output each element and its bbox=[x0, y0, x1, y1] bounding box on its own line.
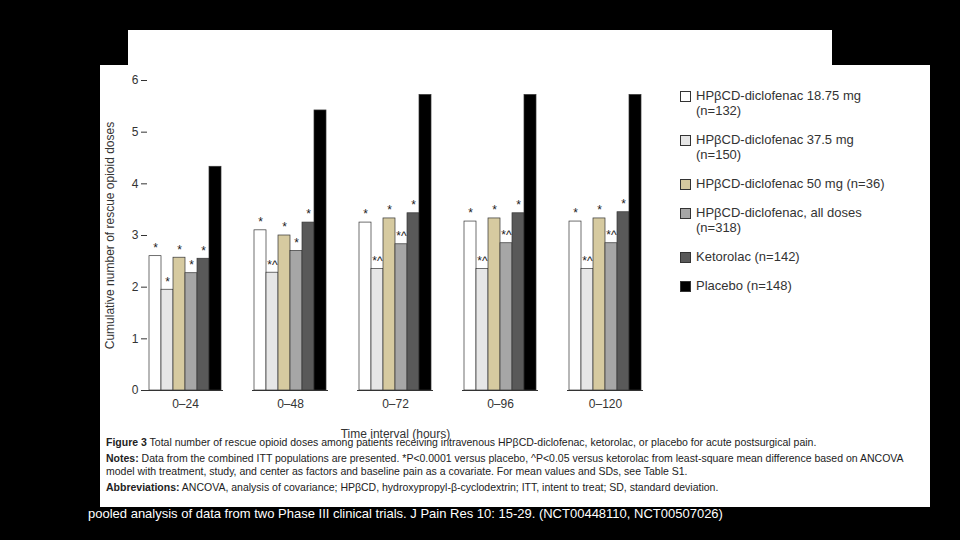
svg-text:4: 4 bbox=[132, 177, 139, 191]
svg-text:3: 3 bbox=[132, 228, 139, 242]
svg-text:*: * bbox=[468, 206, 473, 220]
svg-text:5: 5 bbox=[132, 125, 139, 139]
svg-text:*: * bbox=[411, 198, 416, 212]
html-text:HPβCD-diclofenac 50 mg (n=36): HPβCD-diclofenac 50 mg (n=36) bbox=[696, 176, 885, 191]
html-text:Figure 3 Total number of rescu: Figure 3 Total number of rescue opioid d… bbox=[106, 436, 817, 448]
html-text:Ketorolac (n=142): Ketorolac (n=142) bbox=[696, 249, 800, 264]
svg-text:*^: *^ bbox=[267, 258, 278, 272]
svg-text:*: * bbox=[177, 243, 182, 257]
svg-text:*: * bbox=[294, 236, 299, 250]
html-text:Abbreviations: ANCOVA, analysi: Abbreviations: ANCOVA, analysis of covar… bbox=[106, 481, 719, 493]
svg-text:*^: *^ bbox=[501, 228, 512, 242]
svg-text:0–24: 0–24 bbox=[172, 397, 199, 411]
svg-text:*: * bbox=[282, 220, 287, 234]
svg-text:*: * bbox=[165, 275, 170, 289]
svg-text:*: * bbox=[306, 207, 311, 221]
html-text:pooled analysis of data from t: pooled analysis of data from two Phase I… bbox=[88, 506, 723, 521]
svg-text:0–120: 0–120 bbox=[589, 397, 623, 411]
svg-text:*: * bbox=[153, 241, 158, 255]
svg-text:6: 6 bbox=[132, 73, 139, 87]
svg-text:*: * bbox=[516, 198, 521, 212]
svg-text:*: * bbox=[258, 215, 263, 229]
svg-text:1: 1 bbox=[132, 332, 139, 346]
svg-text:*^: *^ bbox=[582, 254, 593, 268]
html-text:Notes: Data from the combined: Notes: Data from the combined ITT popula… bbox=[106, 452, 903, 477]
svg-text:*: * bbox=[573, 206, 578, 220]
svg-text:*: * bbox=[189, 258, 194, 272]
svg-text:*: * bbox=[492, 203, 497, 217]
html-text:HPβCD-diclofenac, all doses (n: HPβCD-diclofenac, all doses (n=318) bbox=[696, 205, 862, 235]
svg-text:*^: *^ bbox=[606, 228, 617, 242]
html-text:HPβCD-diclofenac 37.5 mg (n=15: HPβCD-diclofenac 37.5 mg (n=150) bbox=[696, 132, 854, 162]
svg-text:*^: *^ bbox=[396, 229, 407, 243]
html-text:Placebo (n=148): Placebo (n=148) bbox=[696, 278, 792, 293]
svg-text:*: * bbox=[387, 203, 392, 217]
svg-text:2: 2 bbox=[132, 280, 139, 294]
svg-text:0–72: 0–72 bbox=[382, 397, 409, 411]
svg-text:Cumulative number of rescue op: Cumulative number of rescue opioid doses bbox=[103, 122, 117, 349]
svg-text:0: 0 bbox=[132, 383, 139, 397]
svg-text:0–96: 0–96 bbox=[487, 397, 514, 411]
svg-text:*: * bbox=[621, 197, 626, 211]
svg-text:*^: *^ bbox=[477, 254, 488, 268]
svg-text:*: * bbox=[201, 244, 206, 258]
svg-text:0–48: 0–48 bbox=[277, 397, 304, 411]
html-text:HPβCD-diclofenac 18.75 mg (n=1: HPβCD-diclofenac 18.75 mg (n=132) bbox=[696, 88, 861, 118]
svg-text:*: * bbox=[363, 207, 368, 221]
svg-text:*: * bbox=[597, 203, 602, 217]
svg-text:*^: *^ bbox=[372, 254, 383, 268]
